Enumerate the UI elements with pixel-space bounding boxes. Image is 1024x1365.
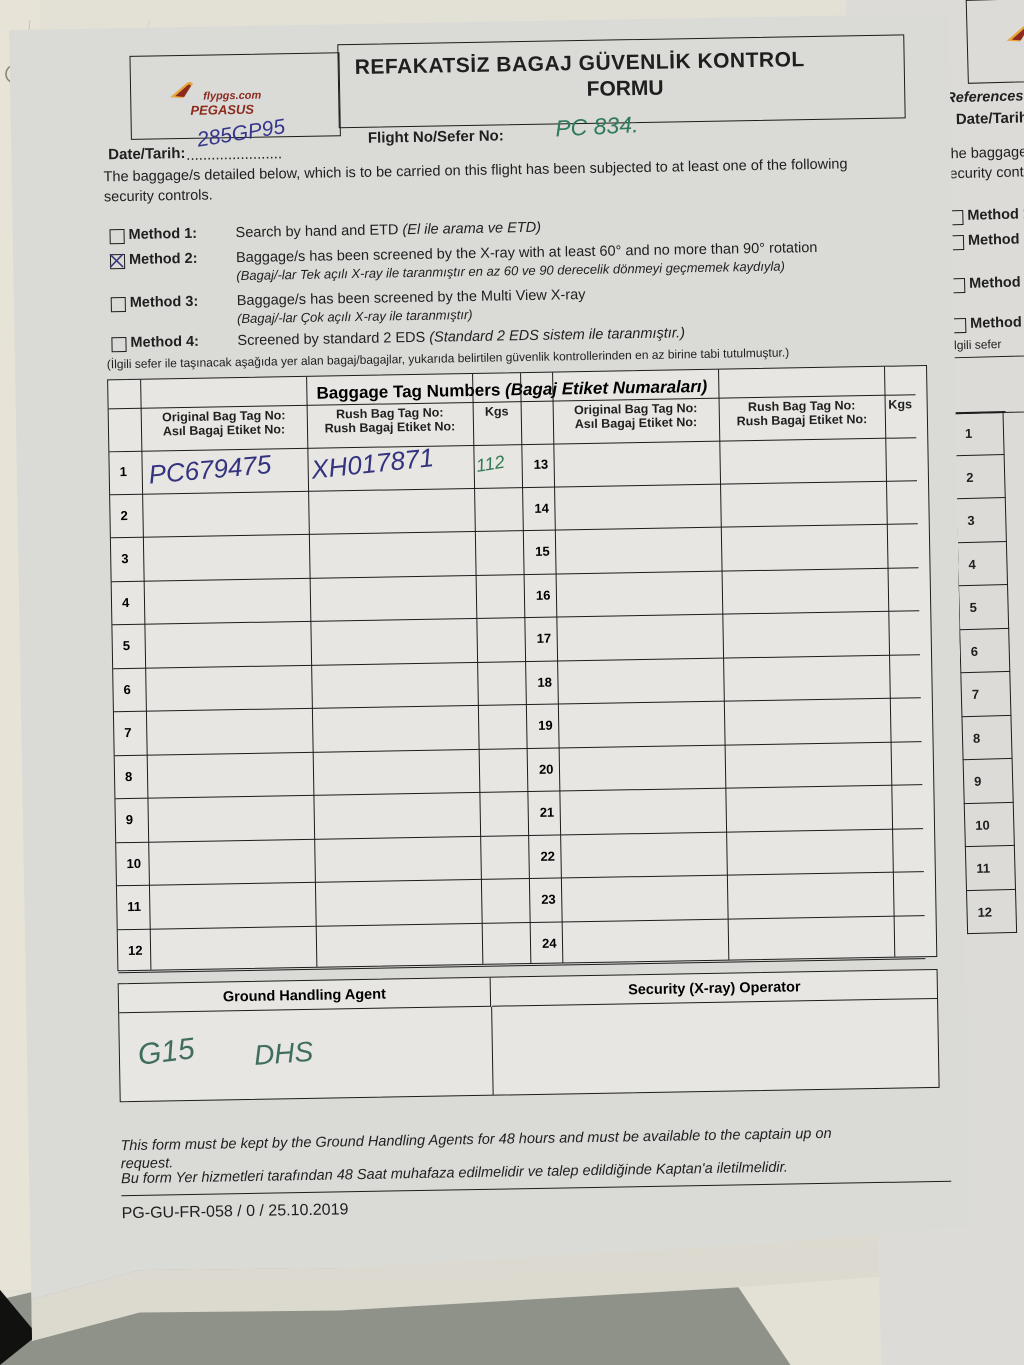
- svg-text:flypgs.com: flypgs.com: [203, 90, 261, 103]
- svg-text:PEGASUS: PEGASUS: [190, 102, 254, 118]
